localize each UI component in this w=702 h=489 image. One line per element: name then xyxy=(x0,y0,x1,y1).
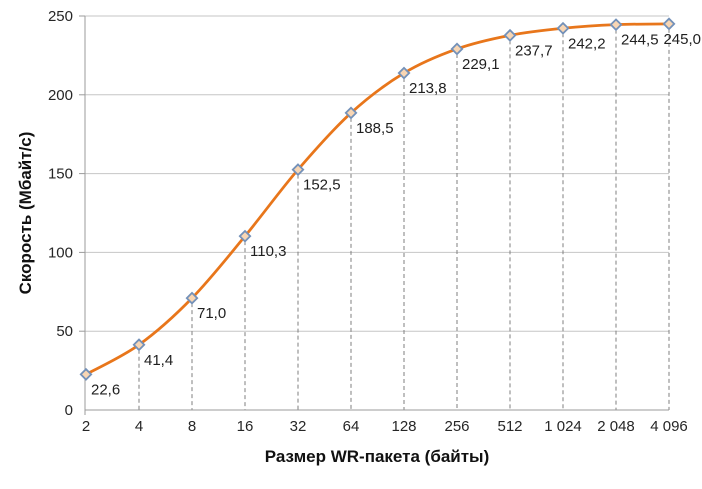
data-label: 22,6 xyxy=(91,381,120,398)
data-point-marker xyxy=(662,17,676,31)
x-tick-label: 2 xyxy=(82,418,90,435)
x-tick-label: 256 xyxy=(444,418,469,435)
y-tick-label: 100 xyxy=(48,244,73,261)
x-tick-label: 8 xyxy=(188,418,196,435)
x-tick-label: 128 xyxy=(391,418,416,435)
data-point-marker xyxy=(344,106,358,120)
x-tick-label: 2 048 xyxy=(597,418,635,435)
y-tick-label: 200 xyxy=(48,87,73,104)
x-tick-label: 32 xyxy=(290,418,307,435)
y-axis-title: Скорость (Мбайт/с) xyxy=(16,131,35,295)
data-label: 110,3 xyxy=(250,243,286,260)
data-label: 229,1 xyxy=(462,56,500,73)
data-label: 41,4 xyxy=(144,352,173,369)
data-point-marker xyxy=(450,42,464,56)
data-point-marker xyxy=(556,21,570,35)
data-label: 237,7 xyxy=(515,42,553,59)
data-label: 244,5 xyxy=(621,32,659,49)
data-point-marker xyxy=(238,229,252,243)
y-tick-label: 250 xyxy=(48,8,73,25)
data-point-marker xyxy=(503,28,517,42)
data-label: 242,2 xyxy=(568,35,606,52)
x-axis-title: Размер WR-пакета (байты) xyxy=(264,447,490,466)
y-tick-label: 50 xyxy=(56,323,73,340)
x-tick-label: 4 096 xyxy=(650,418,688,435)
data-label: 71,0 xyxy=(197,305,226,322)
data-point-marker xyxy=(185,291,199,305)
data-point-marker xyxy=(397,66,411,80)
data-label: 188,5 xyxy=(356,120,394,137)
data-label: 213,8 xyxy=(409,80,447,97)
data-point-marker xyxy=(609,18,623,32)
x-tick-label: 16 xyxy=(237,418,254,435)
data-label: 245,0 xyxy=(663,31,701,48)
y-tick-label: 150 xyxy=(48,166,73,183)
series-line xyxy=(84,22,671,376)
x-tick-label: 512 xyxy=(497,418,522,435)
data-point-marker xyxy=(291,163,305,177)
data-label: 152,5 xyxy=(303,177,341,194)
x-tick-label: 64 xyxy=(343,418,360,435)
x-tick-label: 1 024 xyxy=(544,418,582,435)
y-tick-label: 0 xyxy=(65,402,73,419)
data-point-marker xyxy=(79,367,93,381)
data-point-marker xyxy=(132,338,146,352)
x-tick-label: 4 xyxy=(135,418,143,435)
